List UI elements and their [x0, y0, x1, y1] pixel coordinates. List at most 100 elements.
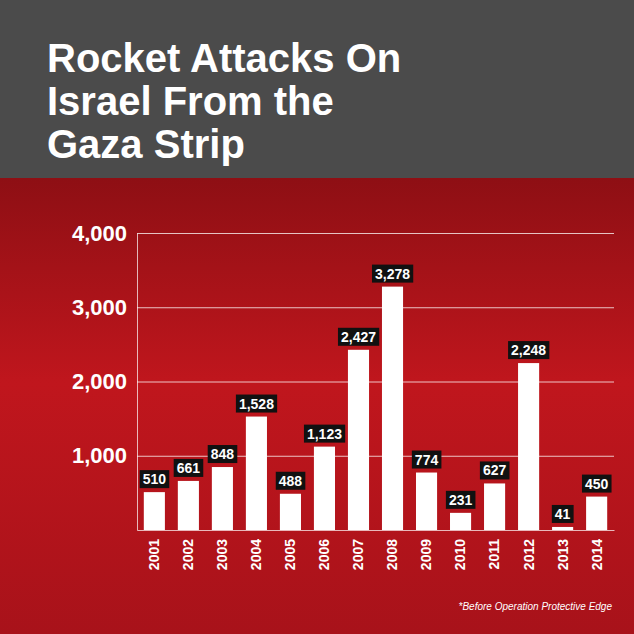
data-label-text: 231	[449, 492, 473, 508]
data-labels: 510 661 848 1,528 488 1,123 2,427 3,278 774 231 62…	[140, 265, 612, 523]
title: Rocket Attacks OnIsrael From theGaza Str…	[47, 36, 401, 166]
chart: Rocket Attacks OnIsrael From theGaza Str…	[0, 0, 634, 634]
data-label-box	[508, 341, 549, 359]
bar	[348, 350, 369, 530]
bar	[178, 481, 199, 530]
bar	[382, 287, 403, 530]
x-tick: 2003	[214, 530, 230, 570]
bar	[484, 483, 505, 530]
x-tick-label: 2011	[486, 539, 502, 570]
data-label-text: 661	[177, 460, 201, 476]
x-tick: 2012	[521, 530, 537, 570]
x-tick-label: 2009	[418, 539, 434, 570]
x-tick-label: 2004	[248, 539, 264, 570]
bar	[416, 473, 437, 530]
x-tick-label: 2010	[452, 539, 468, 570]
x-tick-label: 2012	[521, 539, 537, 570]
title-line: Rocket Attacks On	[47, 36, 401, 80]
data-label-text: 510	[143, 471, 167, 487]
x-tick: 2014	[589, 530, 605, 570]
y-tick: 3,000	[72, 295, 614, 320]
bar	[450, 513, 471, 530]
data-label: 488	[276, 472, 306, 490]
x-tick: 2008	[384, 530, 400, 570]
data-label-text: 848	[211, 446, 235, 462]
x-tick-label: 2006	[316, 539, 332, 570]
y-tick-label: 2,000	[72, 369, 127, 394]
data-label: 231	[446, 491, 476, 509]
bar	[552, 527, 573, 530]
data-label: 3,278	[372, 265, 413, 283]
plot-background	[0, 178, 634, 634]
data-label: 510	[140, 470, 170, 488]
data-label: 1,528	[236, 395, 277, 413]
y-tick-label: 3,000	[72, 295, 127, 320]
data-label: 627	[480, 461, 510, 479]
data-label-box	[372, 265, 413, 283]
x-tick: 2013	[555, 530, 571, 570]
data-label: 774	[412, 451, 442, 469]
data-label: 661	[174, 459, 204, 477]
x-tick-label: 2005	[282, 539, 298, 570]
data-label-box	[338, 328, 379, 346]
x-tick: 2006	[316, 530, 332, 570]
data-label: 1,123	[304, 425, 345, 443]
bars	[144, 287, 607, 530]
footnote: *Before Operation Protective Edge	[459, 601, 613, 612]
x-tick-label: 2002	[180, 539, 196, 570]
y-axis: 1,0002,0003,0004,000	[72, 221, 614, 531]
x-tick: 2001	[146, 530, 162, 570]
data-label-text: 1,528	[239, 396, 274, 412]
bar	[212, 467, 233, 530]
data-label: 450	[582, 475, 612, 493]
data-label-box	[552, 505, 574, 523]
bar	[144, 492, 165, 530]
data-label-text: 2,248	[511, 342, 546, 358]
data-label-box	[140, 470, 170, 488]
x-tick-label: 2001	[146, 539, 162, 570]
data-label-text: 2,427	[341, 329, 376, 345]
data-label-text: 774	[415, 452, 439, 468]
grid-line	[137, 382, 614, 383]
x-tick-label: 2013	[555, 539, 571, 570]
title-line: Israel From the	[47, 79, 334, 123]
title-background	[0, 0, 634, 178]
y-tick: 4,000	[72, 221, 614, 246]
x-tick: 2004	[248, 530, 264, 570]
data-label-text: 1,123	[307, 426, 342, 442]
x-axis: 2001 2002 2003 2004 2005 2006 2007 2008 2009 2010…	[138, 530, 615, 570]
data-label-box	[174, 459, 204, 477]
data-label-box	[582, 475, 612, 493]
data-label-text: 627	[483, 462, 507, 478]
data-label-box	[480, 461, 510, 479]
x-tick-label: 2003	[214, 539, 230, 570]
x-tick: 2005	[282, 530, 298, 570]
title-line: Gaza Strip	[47, 122, 245, 166]
x-tick-label: 2014	[589, 539, 605, 570]
data-label: 848	[208, 445, 238, 463]
y-tick-label: 4,000	[72, 221, 127, 246]
data-label-box	[276, 472, 306, 490]
data-label-text: 450	[585, 476, 609, 492]
x-tick-label: 2008	[384, 539, 400, 570]
x-tick: 2002	[180, 530, 196, 570]
data-label-box	[304, 425, 345, 443]
x-tick: 2010	[452, 530, 468, 570]
x-tick: 2011	[486, 530, 502, 569]
bar	[518, 363, 539, 530]
data-label-box	[412, 451, 442, 469]
grid-line	[137, 233, 614, 234]
bar	[246, 417, 267, 530]
bar	[314, 447, 335, 530]
data-label-box	[236, 395, 277, 413]
bar	[586, 497, 607, 530]
data-label: 2,427	[338, 328, 379, 346]
data-label: 2,248	[508, 341, 549, 359]
x-tick-label: 2007	[350, 539, 366, 570]
bar	[280, 494, 301, 530]
data-label-text: 3,278	[375, 266, 410, 282]
grid-line	[137, 307, 614, 308]
data-label: 41	[552, 505, 574, 523]
x-tick: 2009	[418, 530, 434, 570]
x-tick: 2007	[350, 530, 366, 570]
